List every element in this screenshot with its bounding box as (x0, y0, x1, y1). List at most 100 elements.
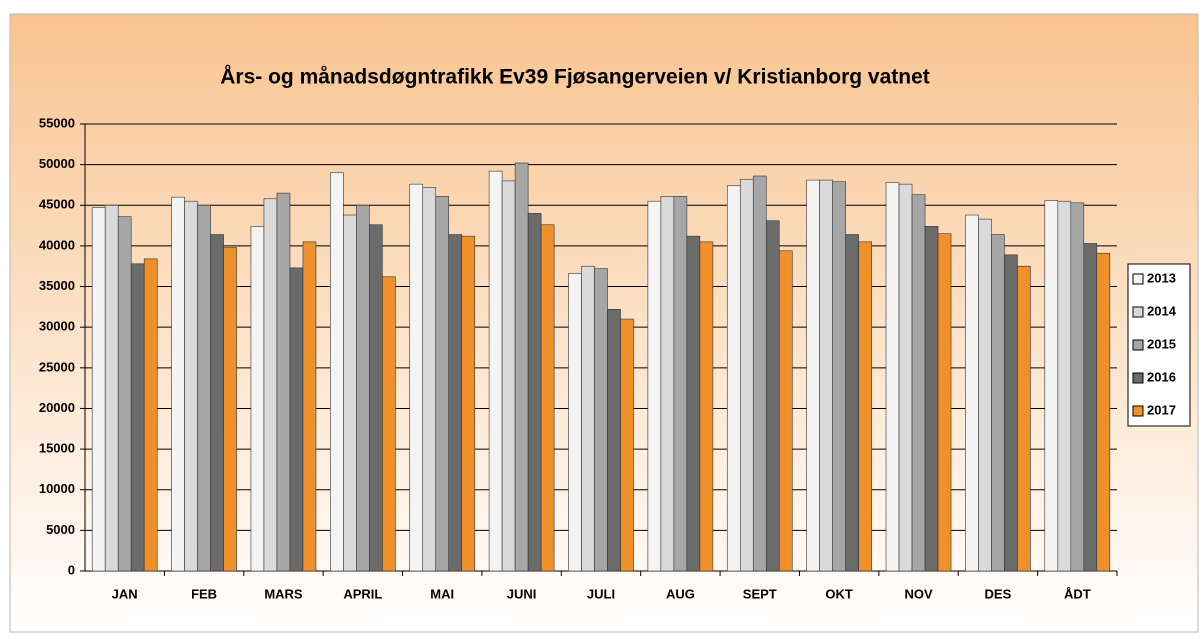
bar (806, 179, 820, 572)
legend-swatch (1132, 372, 1144, 384)
bar (409, 183, 424, 572)
bar (382, 276, 396, 572)
bar (197, 204, 211, 572)
legend-label: 2017 (1147, 402, 1176, 417)
bar (1004, 254, 1018, 572)
bar (778, 250, 793, 572)
bar (289, 267, 304, 572)
bar (937, 233, 952, 572)
bar (568, 273, 582, 572)
bar (765, 220, 780, 572)
bar (461, 235, 476, 572)
bar (91, 207, 106, 572)
x-tick-label: NOV (904, 586, 933, 601)
bar (858, 241, 872, 572)
y-tick-label: 45000 (39, 197, 75, 212)
x-tick-label: AUG (666, 586, 695, 601)
bar (104, 204, 119, 572)
legend-label: 2014 (1147, 303, 1177, 318)
bar (739, 178, 754, 572)
y-tick-label: 15000 (39, 441, 75, 456)
bar (726, 185, 741, 572)
bar (819, 179, 833, 572)
x-tick-label: MAI (430, 586, 454, 601)
bar (302, 241, 317, 572)
bar (501, 180, 516, 572)
bar (647, 200, 662, 572)
x-tick-label: APRIL (343, 586, 382, 601)
bar (752, 175, 767, 572)
bar (210, 234, 224, 572)
bar (832, 181, 846, 572)
bar (527, 213, 542, 572)
bar (263, 198, 278, 572)
bar (673, 196, 688, 572)
bar (885, 182, 900, 572)
x-tick-label: JUNI (507, 586, 537, 601)
y-tick-label: 10000 (39, 481, 75, 496)
legend-label: 2016 (1147, 369, 1176, 384)
x-tick-label: DES (985, 586, 1012, 601)
bar (699, 241, 714, 572)
legend-label: 2015 (1147, 336, 1176, 351)
bar (330, 172, 344, 572)
legend-swatch (1132, 405, 1144, 417)
bar (1083, 243, 1098, 572)
bar (276, 192, 291, 572)
bar (686, 235, 701, 572)
bar (1057, 200, 1072, 572)
bar (898, 183, 913, 572)
bar (223, 247, 237, 572)
bar (1044, 200, 1059, 572)
bar (250, 226, 265, 572)
bar (1017, 265, 1031, 572)
bar (620, 318, 634, 572)
bar (660, 196, 675, 572)
y-tick-label: 20000 (39, 400, 75, 415)
bar (911, 194, 926, 572)
bar (143, 258, 158, 572)
chart-title: Års- og månadsdøgntrafikk Ev39 Fjøsanger… (220, 65, 930, 89)
y-tick-label: 35000 (39, 278, 75, 293)
y-tick-label: 40000 (39, 237, 75, 252)
bar (184, 200, 198, 572)
bar (1096, 252, 1111, 572)
bar (435, 196, 450, 572)
bar (1070, 202, 1085, 572)
x-tick-label: SEPT (743, 586, 777, 601)
x-tick-label: MARS (264, 586, 303, 601)
bar (978, 218, 992, 572)
bar (991, 234, 1005, 572)
bar (356, 204, 370, 572)
y-tick-label: 50000 (39, 156, 75, 171)
y-tick-label: 30000 (39, 319, 75, 334)
y-tick-label: 5000 (46, 522, 75, 537)
x-tick-label: JAN (112, 586, 138, 601)
bar (581, 265, 595, 572)
bar (130, 263, 145, 572)
bar (514, 162, 529, 572)
bar (540, 224, 555, 572)
x-tick-label: OKT (825, 586, 853, 601)
legend-swatch (1132, 339, 1144, 351)
bar (171, 196, 185, 572)
x-tick-label: JULI (587, 586, 615, 601)
y-tick-label: 25000 (39, 359, 75, 374)
x-tick-label: ÅDT (1064, 586, 1091, 601)
bar (448, 234, 463, 572)
legend-label: 2013 (1147, 270, 1176, 285)
bar (594, 268, 608, 572)
bar (369, 224, 383, 572)
bar (422, 187, 437, 572)
bar (343, 214, 357, 572)
bar (965, 214, 979, 572)
bar (845, 234, 859, 572)
bar (607, 309, 621, 572)
bar (117, 216, 132, 572)
x-tick-label: FEB (191, 586, 217, 601)
legend-swatch (1132, 306, 1144, 318)
y-tick-label: 0 (68, 562, 75, 577)
legend-swatch (1132, 273, 1144, 285)
bar (924, 226, 939, 572)
